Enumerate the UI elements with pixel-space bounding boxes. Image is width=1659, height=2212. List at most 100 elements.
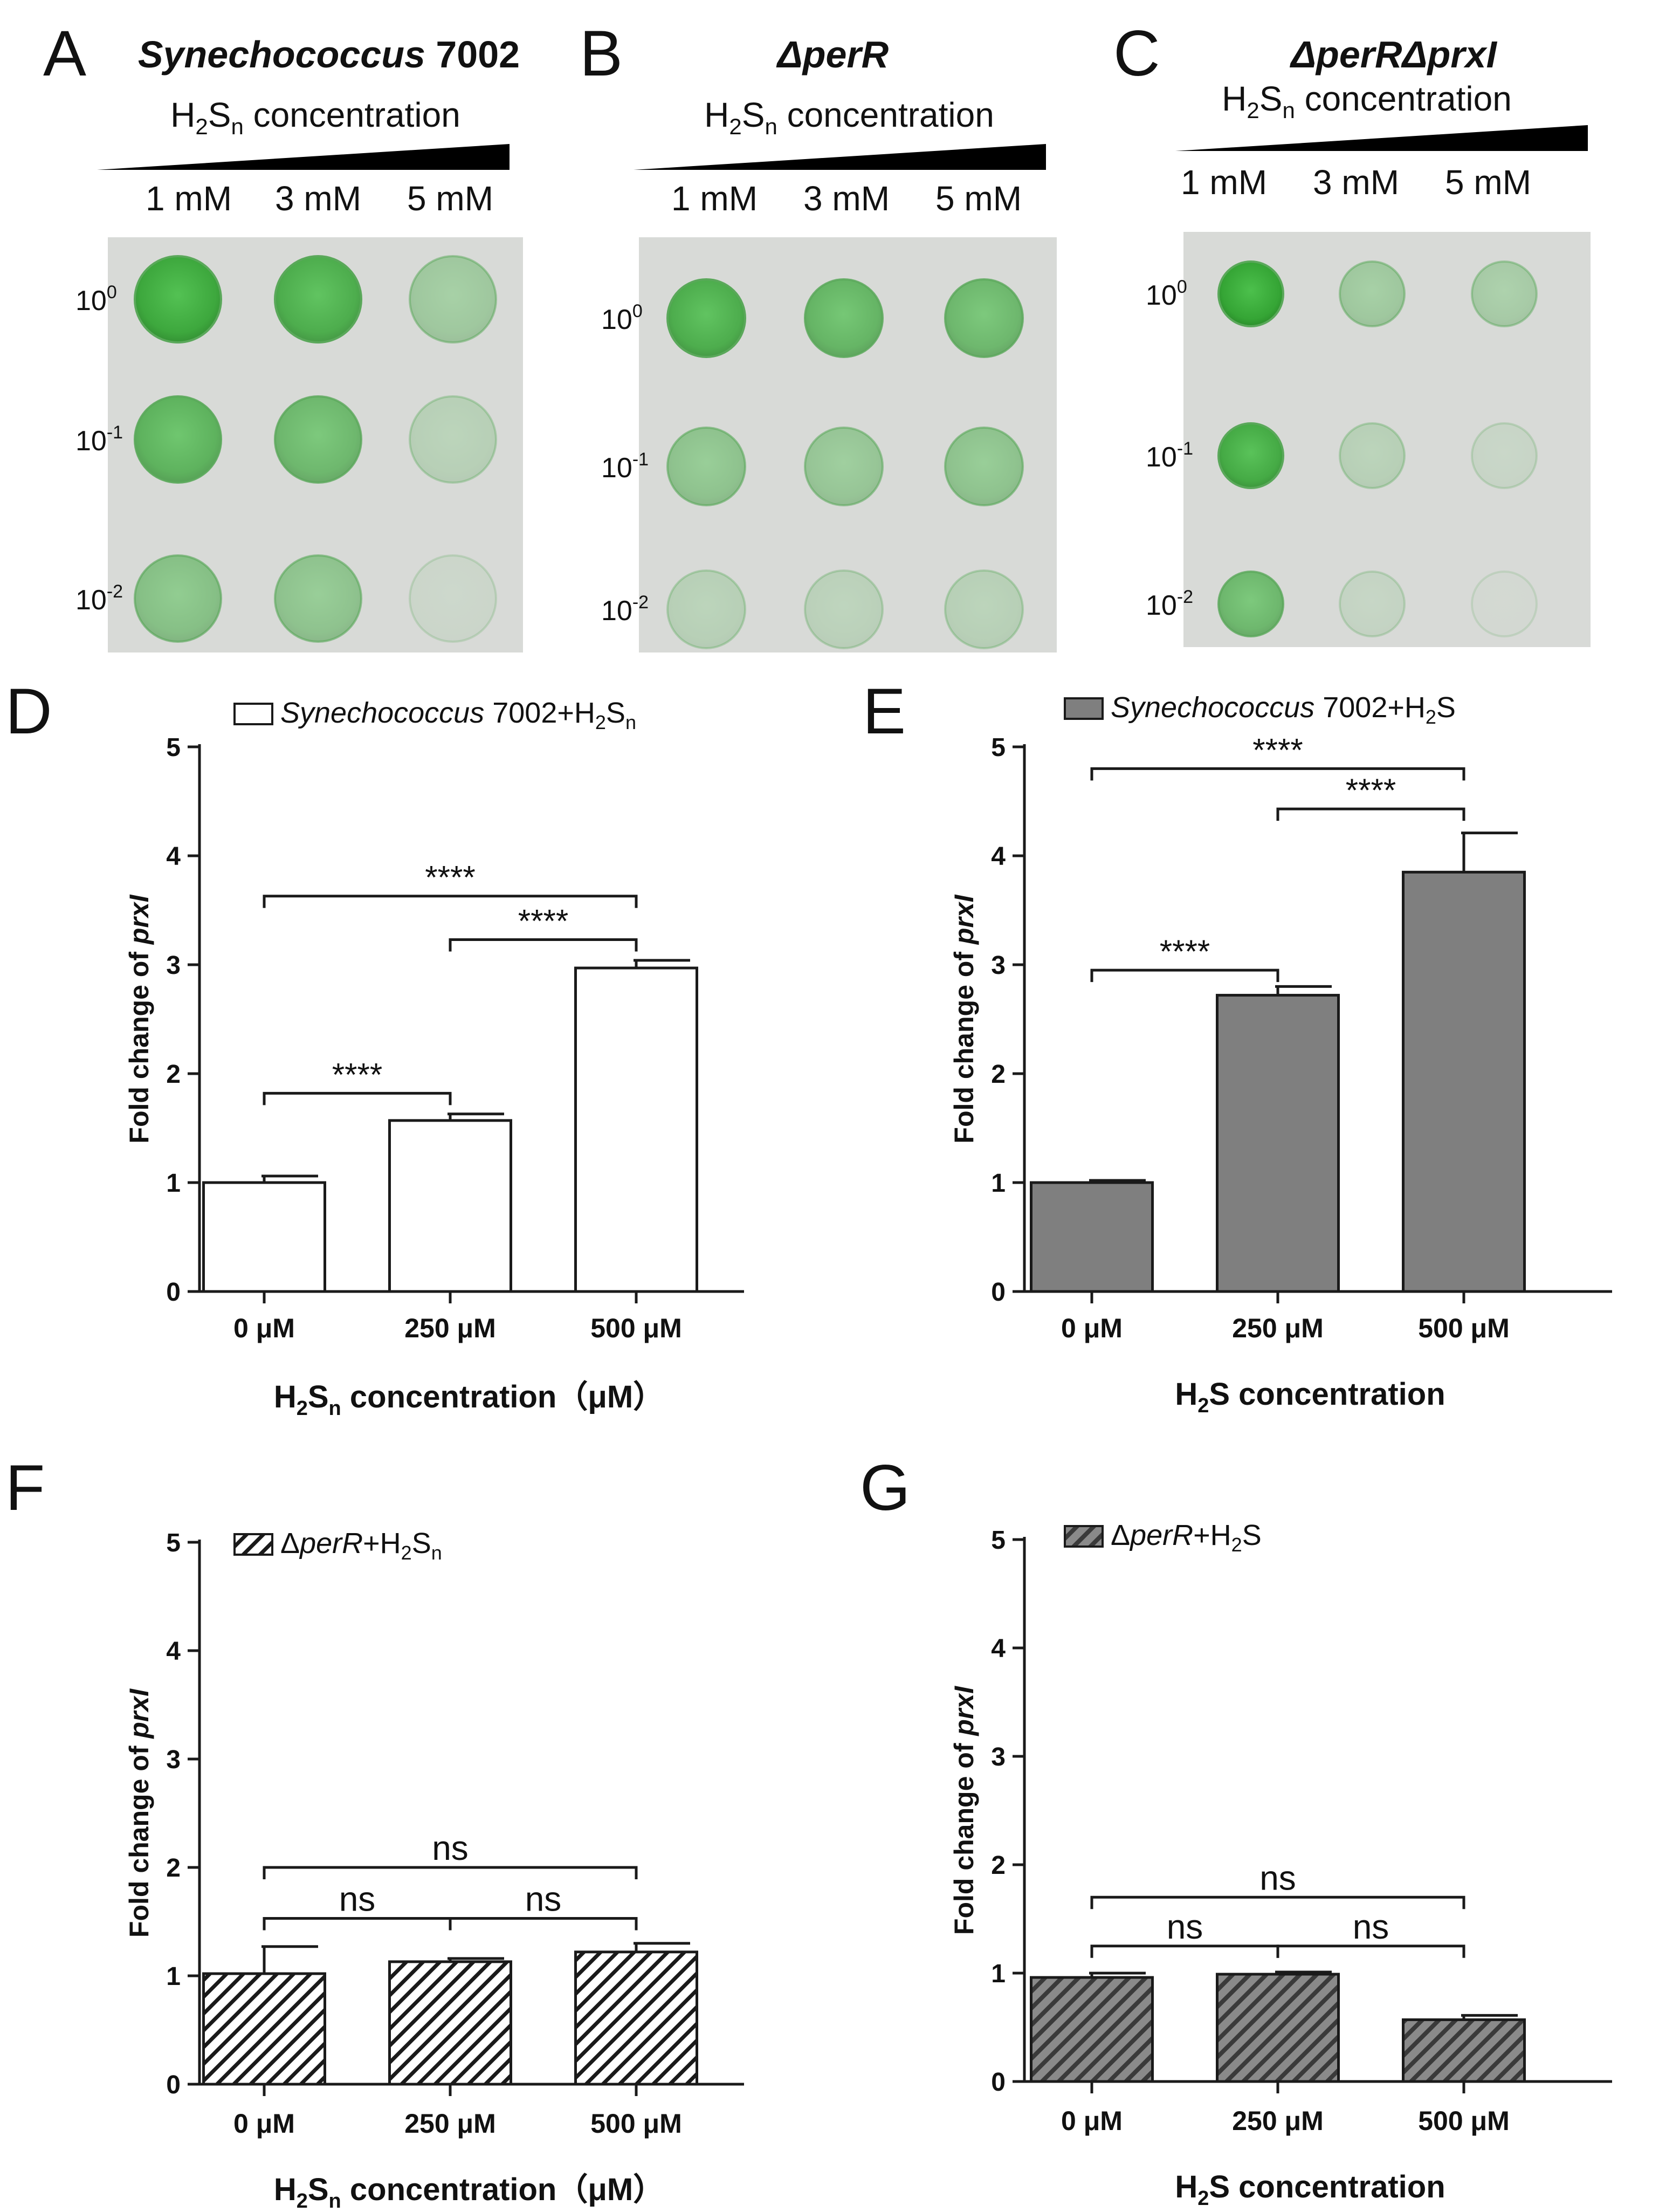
- y-tick-label: 2: [991, 1060, 1006, 1089]
- strain-title: Synechococcus 7002: [138, 33, 520, 75]
- x-tick-label: 500 μM: [1418, 2106, 1510, 2136]
- colony-spot: [134, 395, 222, 484]
- colony-spot: [274, 255, 362, 344]
- colony-spot: [1217, 260, 1284, 327]
- concentration-label: H2Sn concentration: [704, 95, 994, 139]
- colony-spot: [409, 395, 497, 484]
- colony-spot: [944, 427, 1024, 506]
- panel-letter: A: [43, 17, 86, 90]
- y-axis-label: Fold change of prxI: [124, 1688, 154, 1938]
- bar: [574, 1950, 698, 2086]
- bar: [202, 1972, 326, 2086]
- colony-spot: [666, 427, 746, 506]
- dilution-label: 100: [1146, 277, 1187, 311]
- legend-label: Synechococcus 7002+H2Sn: [280, 697, 636, 733]
- spot-panel-b: B ΔperR H2Sn concentration 1 mM 3 mM 5 mM 100 1…: [580, 17, 1057, 652]
- colony-spot: [1471, 260, 1538, 327]
- concentration-level: 1 mM: [671, 179, 758, 218]
- significance-bracket: [449, 938, 638, 952]
- bar-chart-panels: D Synechococcus 7002+H2Sn 0 1 2 3 4 5 Fold chang…: [5, 675, 1612, 2212]
- significance-label: ns: [1167, 1907, 1203, 1946]
- significance-bracket: [263, 895, 638, 908]
- y-tick-label: 4: [166, 1637, 181, 1666]
- x-tick-label: 250 μM: [404, 1313, 496, 1343]
- significance-bracket: [1090, 767, 1465, 781]
- legend-swatch: [233, 703, 273, 725]
- significance-label: ****: [1252, 732, 1303, 768]
- significance-label: ns: [339, 1879, 376, 1918]
- y-tick-label: 5: [166, 1529, 181, 1557]
- x-tick-label: 250 μM: [1232, 1313, 1324, 1343]
- bar: [1216, 1973, 1340, 2083]
- y-tick-label: 4: [166, 842, 181, 871]
- colony-spot: [944, 569, 1024, 649]
- x-axis-label: H2S concentration: [1175, 1377, 1445, 1417]
- y-tick-label: 3: [166, 1746, 181, 1774]
- y-tick-label: 0: [166, 2071, 181, 2099]
- concentration-level: 5 mM: [407, 179, 493, 218]
- concentration-level: 5 mM: [1445, 163, 1531, 202]
- colony-spot: [804, 569, 884, 649]
- y-tick-label: 3: [166, 951, 181, 980]
- significance-label: ns: [432, 1829, 469, 1867]
- significance-bracket: [1090, 1945, 1279, 1958]
- chart-panel-d: D Synechococcus 7002+H2Sn 0 1 2 3 4 5 Fold chang…: [5, 675, 744, 1420]
- dilution-label: 100: [75, 282, 117, 317]
- colony-spot: [1339, 422, 1406, 489]
- y-tick-label: 0: [166, 1278, 181, 1307]
- bar: [1030, 1181, 1154, 1293]
- significance-label: ****: [1346, 772, 1396, 808]
- y-tick-label: 1: [166, 1169, 181, 1198]
- bar: [1030, 1976, 1154, 2083]
- concentration-level: 3 mM: [803, 179, 890, 218]
- dilution-label: 10-2: [601, 592, 649, 627]
- y-tick-label: 4: [991, 842, 1006, 871]
- x-tick-label: 0 μM: [233, 2108, 295, 2139]
- y-axis-label: Fold change of prxI: [949, 1686, 979, 1935]
- colony-spot: [274, 395, 362, 484]
- concentration-label: H2Sn concentration: [170, 95, 460, 139]
- panel-letter: E: [863, 675, 906, 747]
- colony-spot: [134, 255, 222, 344]
- gradient-wedge: [634, 144, 1046, 170]
- dilution-label: 10-2: [1146, 587, 1193, 621]
- dilution-label: 10-1: [75, 422, 123, 457]
- significance-bracket: [1276, 807, 1465, 821]
- y-tick-label: 2: [991, 1851, 1006, 1880]
- dilution-label: 10-1: [1146, 438, 1193, 473]
- bar: [202, 1181, 326, 1293]
- colony-spot: [1339, 571, 1406, 637]
- gradient-wedge: [1175, 125, 1588, 151]
- x-tick-label: 0 μM: [1061, 1313, 1123, 1343]
- concentration-level: 5 mM: [935, 179, 1022, 218]
- y-tick-label: 3: [991, 951, 1006, 980]
- colony-spot: [804, 278, 884, 358]
- y-tick-label: 1: [991, 1960, 1006, 1988]
- x-tick-label: 500 μM: [1418, 1313, 1510, 1343]
- panel-letter: D: [5, 675, 52, 747]
- colony-spot: [804, 427, 884, 506]
- chart-panel-f: F ΔperR+H2Sn 0 1 2 3 4 5 Fold change of prxI 0 μM…: [5, 1452, 744, 2212]
- colony-spot: [409, 255, 497, 344]
- legend-swatch: [1064, 697, 1104, 720]
- concentration-level: 3 mM: [1313, 163, 1399, 202]
- y-tick-label: 1: [166, 1962, 181, 1991]
- colony-spot: [666, 278, 746, 358]
- colony-spot: [1217, 571, 1284, 637]
- significance-label: ****: [1160, 933, 1210, 970]
- y-tick-label: 2: [166, 1854, 181, 1883]
- chart-panel-g: G ΔperR+H2S 0 1 2 3 4 5 Fold change of prxI 0 μM 2…: [860, 1452, 1612, 2210]
- colony-spot: [1471, 422, 1538, 489]
- significance-label: ****: [518, 903, 568, 939]
- panel-letter: F: [5, 1452, 45, 1524]
- significance-bracket: [263, 1866, 638, 1879]
- x-axis-label: H2S concentration: [1175, 2169, 1445, 2210]
- strain-title: ΔperR: [776, 33, 889, 75]
- x-axis-label: H2Sn concentration（μM）: [274, 1379, 664, 1420]
- y-tick-label: 3: [991, 1743, 1006, 1771]
- y-axis-label: Fold change of prxI: [124, 894, 154, 1143]
- x-tick-label: 250 μM: [404, 2108, 496, 2139]
- colony-spot: [1217, 422, 1284, 489]
- significance-label: ns: [525, 1879, 562, 1918]
- significance-bracket: [1276, 1945, 1465, 1958]
